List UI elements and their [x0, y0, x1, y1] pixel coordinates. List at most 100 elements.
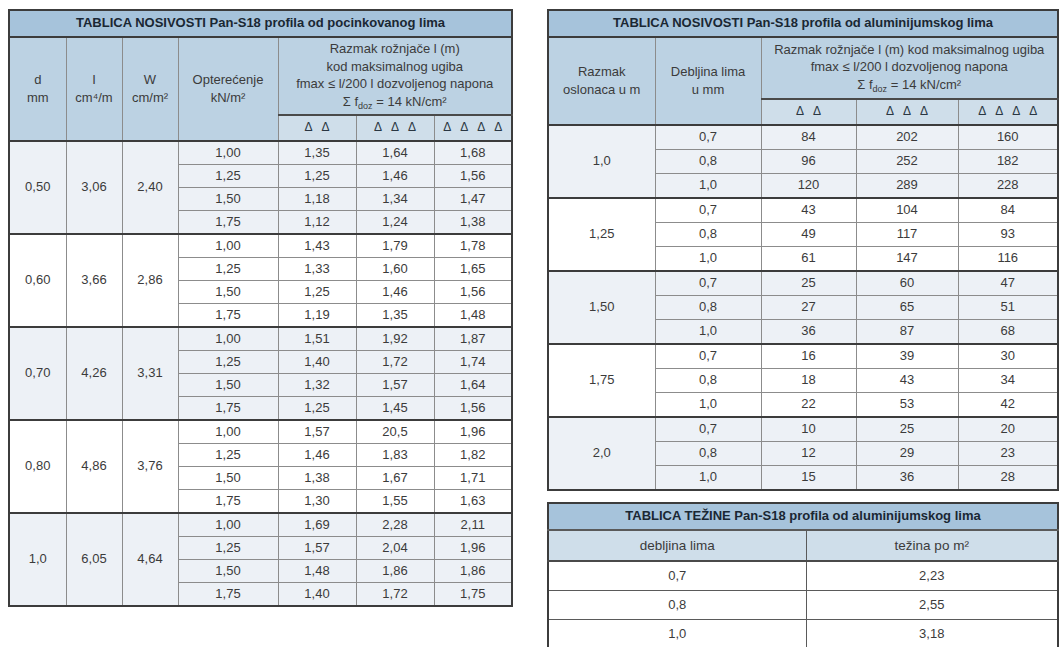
- span-3-supports-value: 1,67: [356, 467, 434, 490]
- span-4-supports-value: 160: [958, 125, 1058, 150]
- thickness-value: 0,7: [548, 561, 806, 591]
- d-value: 0,80: [9, 420, 66, 513]
- span-4-supports-value: 68: [958, 320, 1058, 345]
- span-3-supports-value: 1,83: [356, 444, 434, 467]
- span-2-supports-value: 1,40: [278, 583, 356, 607]
- span-4-supports-value: 51: [958, 296, 1058, 320]
- span-2-supports-value: 25: [761, 271, 856, 296]
- span-3-supports-value: 1,64: [356, 141, 434, 165]
- inertia-value: 3,06: [66, 141, 122, 234]
- span-4-supports-value: 1,56: [434, 165, 512, 188]
- col-header-line: u mm: [656, 81, 761, 99]
- span-3-supports-value: 1,79: [356, 234, 434, 258]
- table-title-row: TABLICA TEŽINE Pan-S18 profila od alumin…: [548, 503, 1058, 530]
- load-value: 1,25: [178, 258, 278, 281]
- span-3-supports-value: 1,72: [356, 583, 434, 607]
- span-3-supports-value: 25: [856, 417, 958, 442]
- span-3-supports-value: 20,5: [356, 420, 434, 444]
- span-4-supports-value: 28: [958, 466, 1058, 491]
- span-2-supports-value: 120: [761, 174, 856, 199]
- purlin-header-line: kod maksimalnog ugiba: [279, 58, 512, 76]
- header-row: Razmak oslonaca u m Debljina lima u mm R…: [548, 37, 1058, 99]
- span-2-supports-value: 1,32: [278, 374, 356, 397]
- thickness-value: 0,8: [548, 591, 806, 620]
- span-2-supports-value: 27: [761, 296, 856, 320]
- span-2-supports-value: 1,25: [278, 397, 356, 421]
- sigma-formula: Σ fdoz = 14 kN/cm²: [762, 76, 1058, 95]
- header-row: debljina lima težina po m²: [548, 530, 1058, 561]
- span-2-supports-value: 1,30: [278, 490, 356, 514]
- span-4-supports-value: 1,75: [434, 583, 512, 607]
- d-value: 0,70: [9, 327, 66, 420]
- col-header-support-spacing: Razmak oslonaca u m: [548, 37, 655, 125]
- span-3-supports-value: 2,28: [356, 513, 434, 537]
- span-2-supports-value: 1,69: [278, 513, 356, 537]
- col-header-unit: kN/m²: [179, 89, 278, 107]
- span-4-supports-value: 34: [958, 369, 1058, 393]
- span-3-supports-value: 1,24: [356, 211, 434, 235]
- span-3-supports-value: 1,46: [356, 281, 434, 304]
- span-3-supports-value: 65: [856, 296, 958, 320]
- col-header-thickness: debljina lima: [548, 530, 806, 561]
- span-3-supports-value: 1,34: [356, 188, 434, 211]
- purlin-spacing-header: Razmak rožnjače l (m) kod maksimalnog ug…: [761, 37, 1058, 99]
- inertia-value: 3,66: [66, 234, 122, 327]
- span-4-supports-value: 23: [958, 442, 1058, 466]
- span-2-supports-value: 1,18: [278, 188, 356, 211]
- section-modulus-value: 2,86: [122, 234, 178, 327]
- d-value: 1,0: [9, 513, 66, 606]
- thickness-value: 0,8: [655, 369, 761, 393]
- span-2-supports-value: 1,33: [278, 258, 356, 281]
- span-2-supports-value: 49: [761, 223, 856, 247]
- table-row: 2,00,7102520: [548, 417, 1058, 442]
- two-supports-icon: Δ Δ: [278, 115, 356, 141]
- purlin-header-line: Razmak rožnjače l (m) kod maksimalnog ug…: [762, 41, 1058, 59]
- table-row: 1,06,054,641,001,692,282,11: [9, 513, 512, 537]
- span-2-supports-value: 1,40: [278, 351, 356, 374]
- span-4-supports-value: 1,56: [434, 281, 512, 304]
- span-4-supports-value: 42: [958, 393, 1058, 418]
- load-value: 1,75: [178, 304, 278, 328]
- span-4-supports-value: 93: [958, 223, 1058, 247]
- col-header-d: d mm: [9, 37, 66, 141]
- purlin-header-line: fmax ≤ l/200 l dozvoljenog napona: [279, 75, 512, 93]
- col-header-line: oslonaca u m: [549, 81, 655, 99]
- span-2-supports-value: 1,57: [278, 420, 356, 444]
- span-2-supports-value: 43: [761, 198, 856, 223]
- table-row: 0,72,23: [548, 561, 1058, 591]
- table-row: 0,804,863,761,001,5720,51,96: [9, 420, 512, 444]
- span-2-supports-value: 1,46: [278, 444, 356, 467]
- span-4-supports-value: 47: [958, 271, 1058, 296]
- span-4-supports-value: 30: [958, 344, 1058, 369]
- sigma-subscript: doz: [873, 84, 888, 94]
- thickness-value: 0,7: [655, 344, 761, 369]
- sigma-value: = 14 kN/cm²: [887, 77, 961, 92]
- span-3-supports-value: 87: [856, 320, 958, 345]
- span-4-supports-value: 1,68: [434, 141, 512, 165]
- span-3-supports-value: 1,57: [356, 374, 434, 397]
- col-header-unit: cm/m²: [123, 89, 178, 107]
- span-3-supports-value: 289: [856, 174, 958, 199]
- span-4-supports-value: 1,74: [434, 351, 512, 374]
- span-4-supports-value: 2,11: [434, 513, 512, 537]
- span-2-supports-value: 18: [761, 369, 856, 393]
- span-3-supports-value: 1,55: [356, 490, 434, 514]
- load-value: 1,75: [178, 490, 278, 514]
- span-4-supports-value: 1,64: [434, 374, 512, 397]
- col-header-section-modulus: W cm/m²: [122, 37, 178, 141]
- table-row: 1,250,74310484: [548, 198, 1058, 223]
- thickness-value: 0,7: [655, 125, 761, 150]
- load-value: 1,75: [178, 583, 278, 607]
- load-value: 1,75: [178, 211, 278, 235]
- four-supports-icon: Δ Δ Δ Δ: [434, 115, 512, 141]
- span-4-supports-value: 1,82: [434, 444, 512, 467]
- header-row: d mm I cm⁴/m W cm/m² Opterećenje kN/m² R…: [9, 37, 512, 115]
- span-4-supports-value: 20: [958, 417, 1058, 442]
- col-header-inertia: I cm⁴/m: [66, 37, 122, 141]
- span-3-supports-value: 1,60: [356, 258, 434, 281]
- span-2-supports-value: 1,43: [278, 234, 356, 258]
- span-3-supports-value: 1,46: [356, 165, 434, 188]
- three-supports-icon: Δ Δ Δ: [356, 115, 434, 141]
- four-supports-icon: Δ Δ Δ Δ: [958, 99, 1058, 125]
- thickness-value: 0,7: [655, 271, 761, 296]
